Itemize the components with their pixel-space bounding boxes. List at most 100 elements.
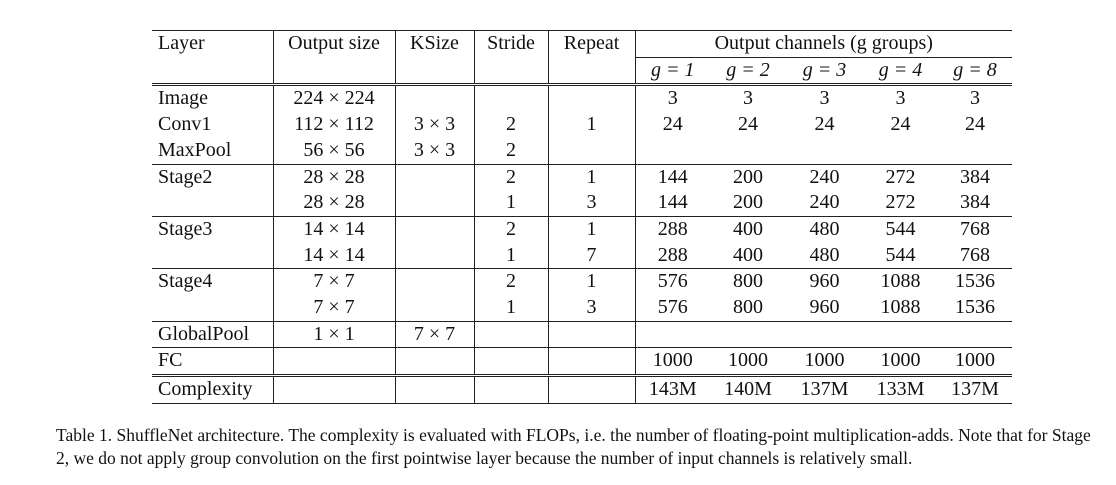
cell-output-size: 7 × 7 [273,295,396,322]
cell-ksize: 3 × 3 [395,112,475,138]
cell-channels-g4: 1536 [955,296,995,319]
table-row: Image 224 × 224 3 3 3 3 3 [152,83,1013,113]
cell-channels-g3: 1088 [880,296,921,319]
cell-channels-g1: 200 [733,191,763,214]
cell-channels-g2: 480 [786,215,863,243]
cell-channels-g4: 1000 [938,347,1013,376]
cell-layer: Conv1 [152,112,274,138]
cell-channels-g4: 137M [938,374,1013,404]
cell-channels-g3: 133M [863,374,938,404]
cell-channels-g1 [710,138,786,164]
cell-channels-g2: 3 [786,83,863,113]
header-stride: Stride [474,29,549,85]
cell-layer: Complexity [152,374,274,404]
cell-stride: 2 [474,215,549,243]
cell-layer: Stage2 [152,163,274,191]
cell-channels-g2: 960 [786,268,863,296]
cell-channels-g1 [710,320,786,348]
cell-repeat [548,374,636,404]
header-output-size: Output size [273,29,396,85]
header-row: Layer Output size KSize Stride Repeat Output … [152,29,1013,85]
cell-channels-g0 [635,320,710,348]
cell-repeat [548,137,636,165]
header-repeat: Repeat [548,29,636,85]
cell-channels-g1: 200 [710,163,786,191]
cell-layer: Stage3 [152,215,274,243]
cell-output-size [273,347,396,376]
cell-stride: 1 [474,295,549,322]
table-row: Stage2 28 × 28 2 1 144 200 240 272 384 [152,163,1013,191]
cell-ksize [395,83,475,113]
cell-stride: 2 [474,112,549,138]
cell-output-size: 28 × 28 [273,163,396,191]
table-row: 14 × 14 1 7 288 400 480 544 768 [152,242,1012,269]
cell-channels-g0: 288 [635,215,710,243]
cell-channels-g3: 1000 [863,347,938,376]
cell-channels-g0: 576 [657,296,688,319]
header-group-2: g = 3 [786,56,863,85]
header-group-3: g = 4 [863,56,938,85]
cell-channels-g4: 1536 [938,268,1013,296]
header-output-channels: Output channels (g groups) [635,30,1013,58]
cell-repeat: 3 [548,190,636,217]
cell-repeat [548,347,636,376]
cell-channels-g2: 137M [786,374,863,404]
cell-channels-g1: 3 [710,83,786,113]
cell-channels-g2: 240 [786,163,863,191]
table-row: Stage3 14 × 14 2 1 288 400 480 544 768 [152,215,1013,243]
cell-ksize [395,295,475,322]
cell-output-size: 56 × 56 [273,137,396,165]
cell-stride [474,347,549,376]
cell-channels-g1: 800 [710,268,786,296]
cell-repeat [548,320,636,348]
cell-channels-g0: 24 [662,113,683,136]
cell-repeat: 7 [548,242,636,269]
cell-output-size: 224 × 224 [273,83,396,113]
cell-channels-g0: 576 [635,268,710,296]
cell-channels-g4: 3 [938,83,1013,113]
cell-channels-g3: 272 [885,191,916,214]
header-group-4: g = 8 [938,56,1013,85]
header-ksize: KSize [395,29,475,85]
cell-stride [474,83,549,113]
cell-channels-g2: 1000 [786,347,863,376]
cell-stride: 2 [474,268,549,296]
cell-channels-g4: 24 [965,113,985,136]
cell-channels-g3 [863,138,938,164]
table-row: Stage4 7 × 7 2 1 576 800 960 1088 1536 [152,268,1013,296]
cell-channels-g3: 24 [890,113,911,136]
cell-channels-g3: 3 [863,83,938,113]
cell-channels-g0: 144 [635,163,710,191]
cell-stride [474,374,549,404]
cell-channels-g4 [938,138,1012,164]
cell-channels-g3 [863,320,938,348]
cell-channels-g0 [635,138,710,164]
cell-channels-g0: 3 [635,83,710,113]
cell-channels-g2: 480 [809,243,840,266]
cell-output-size [273,374,396,404]
cell-layer [152,295,274,322]
cell-output-size: 112 × 112 [273,112,396,138]
cell-repeat: 1 [548,112,636,138]
cell-channels-g1: 400 [710,215,786,243]
cell-channels-g2 [786,320,863,348]
cell-layer [152,190,274,217]
cell-stride: 2 [474,137,549,165]
cell-repeat: 1 [548,268,636,296]
table-row: Complexity 143M 140M 137M 133M 137M [152,374,1013,404]
cell-ksize: 7 × 7 [395,320,475,348]
header-layer: Layer [152,29,274,85]
cell-channels-g3: 272 [863,163,938,191]
table-row: 7 × 7 1 3 576 800 960 1088 1536 [152,295,1012,322]
cell-stride: 1 [474,242,549,269]
cell-layer: Image [152,83,274,113]
table-caption: Table 1. ShuffleNet architecture. The co… [56,425,1091,468]
cell-channels-g1: 1000 [710,347,786,376]
table-row: Conv1 112 × 112 3 × 3 2 1 24 24 24 24 24 [152,112,1012,138]
cell-channels-g4: 384 [960,191,990,214]
cell-channels-g4 [938,320,1013,348]
cell-output-size: 7 × 7 [273,268,396,296]
cell-channels-g1: 140M [710,374,786,404]
